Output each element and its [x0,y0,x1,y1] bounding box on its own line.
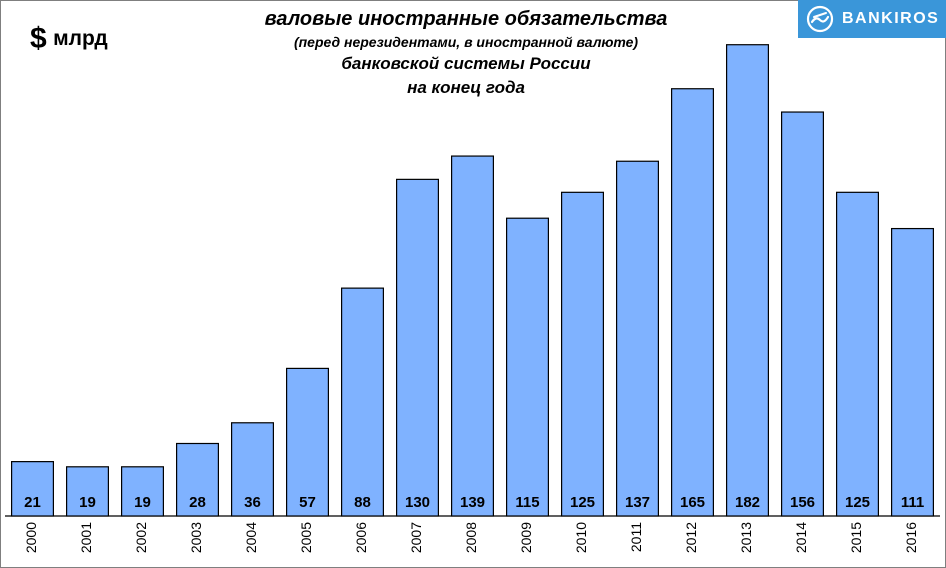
x-tick-label-2008: 2008 [463,522,479,553]
bar-value-label-2001: 19 [79,494,96,511]
currency-symbol: $ [30,22,47,55]
brand-logo-link[interactable]: BANKIROS [798,0,946,38]
bar-value-label-2008: 139 [460,494,485,511]
title-line-3: банковской системы России [341,54,591,73]
x-tick-label-2003: 2003 [188,522,204,553]
brand-name: BANKIROS [842,10,940,27]
x-tick-labels: 2000 2001 2002 2003 2004 2005 2006 2007 2008 2009… [23,522,919,553]
bar-2011 [615,160,659,517]
x-tick-label-2006: 2006 [353,522,369,553]
x-tick-label-2012: 2012 [683,522,699,553]
title-line-4: на конец года [407,78,525,97]
x-tick-label-2016: 2016 [903,522,919,553]
bar-2004 [231,422,275,517]
bar-2002 [120,466,164,517]
bankiros-logo-icon [806,5,834,33]
bar-value-label-2004: 36 [244,494,261,511]
x-tick-label-2015: 2015 [848,522,864,553]
bar-value-label-2016: 111 [901,494,924,511]
bar-value-label-2000: 21 [24,494,41,511]
bar-2006 [341,287,385,517]
bar-value-label-2009: 115 [515,494,539,511]
x-tick-label-2011: 2011 [628,522,644,552]
x-tick-label-2010: 2010 [573,522,589,553]
bar-value-label-2005: 57 [299,494,316,511]
bar-value-label-2013: 182 [735,494,760,511]
bar-2000 [11,461,54,517]
x-tick-label-2001: 2001 [78,522,94,553]
bar-value-labels: 21 19 19 28 36 57 88 130 139 115 125 137 165 182 156 12… [24,494,924,511]
bar-value-label-2011: 137 [625,494,650,511]
bar-value-label-2007: 130 [405,494,430,511]
x-tick-label-2013: 2013 [738,522,754,553]
bar-value-label-2014: 156 [790,494,815,511]
bar-2013 [725,44,769,517]
x-tick-label-2004: 2004 [243,522,259,553]
bar-2007 [396,178,440,517]
x-tick-label-2014: 2014 [793,522,809,553]
x-tick-label-2002: 2002 [133,522,149,553]
x-tick-label-2007: 2007 [408,522,424,553]
bar-value-label-2006: 88 [354,494,371,511]
bar-2010 [560,191,604,517]
bar-2003 [176,442,220,517]
chart-title: валовые иностранные обязательства (перед… [206,6,726,100]
bar-2012 [670,88,714,517]
bar-value-label-2015: 125 [845,494,870,511]
bar-value-label-2002: 19 [134,494,151,511]
title-line-1: валовые иностранные обязательства [264,8,668,30]
bar-2014 [780,111,824,517]
bar-2001 [65,466,109,517]
bar-2009 [506,217,550,517]
bars-group [11,44,934,517]
x-tick-label-2009: 2009 [518,522,534,553]
bar-value-label-2012: 165 [680,494,705,511]
bar-value-label-2010: 125 [570,494,595,511]
bar-2015 [835,191,879,517]
bar-2008 [451,155,495,517]
bar-2016 [890,227,934,517]
unit-label: $ млрд [30,22,108,56]
title-line-2: (перед нерезидентами, в иностранной валю… [293,34,639,50]
x-tick-label-2000: 2000 [23,522,39,553]
bar-2005 [286,367,330,517]
x-tick-label-2005: 2005 [298,522,314,553]
bar-value-label-2003: 28 [189,494,206,511]
unit-text: млрд [53,27,108,50]
